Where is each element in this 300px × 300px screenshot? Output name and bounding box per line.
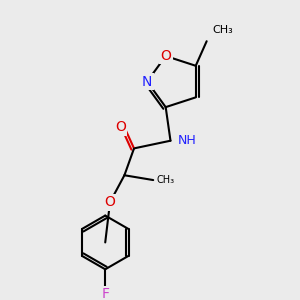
Text: CH₃: CH₃ [212,26,233,35]
Text: N: N [142,75,152,88]
Text: O: O [115,120,126,134]
Text: O: O [160,49,171,63]
Text: O: O [105,195,116,209]
Text: CH₃: CH₃ [156,175,174,185]
Text: F: F [101,287,109,300]
Text: NH: NH [178,134,197,147]
